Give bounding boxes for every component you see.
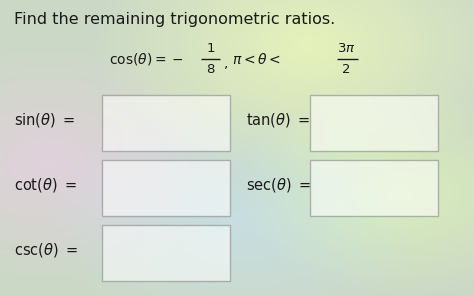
Text: $8$: $8$ (206, 63, 216, 76)
FancyBboxPatch shape (102, 95, 230, 151)
Text: $\cot(\theta)\ =$: $\cot(\theta)\ =$ (14, 176, 78, 194)
Text: $\pi < \theta <$: $\pi < \theta <$ (232, 52, 281, 67)
Text: $\tan(\theta)\ =$: $\tan(\theta)\ =$ (246, 111, 311, 129)
Text: Find the remaining trigonometric ratios.: Find the remaining trigonometric ratios. (14, 12, 336, 27)
FancyBboxPatch shape (310, 160, 438, 216)
FancyBboxPatch shape (102, 160, 230, 216)
FancyBboxPatch shape (310, 95, 438, 151)
Text: $\csc(\theta)\ =$: $\csc(\theta)\ =$ (14, 241, 79, 259)
Text: $,$: $,$ (223, 57, 228, 71)
Text: $1$: $1$ (206, 42, 216, 55)
Text: $\sec(\theta)\ =$: $\sec(\theta)\ =$ (246, 176, 312, 194)
Text: $\sin(\theta)\ =$: $\sin(\theta)\ =$ (14, 111, 76, 129)
FancyBboxPatch shape (102, 225, 230, 281)
Text: $\cos(\theta) = -$: $\cos(\theta) = -$ (109, 51, 183, 67)
Text: $3\pi$: $3\pi$ (337, 42, 356, 55)
Text: $2$: $2$ (341, 63, 351, 76)
